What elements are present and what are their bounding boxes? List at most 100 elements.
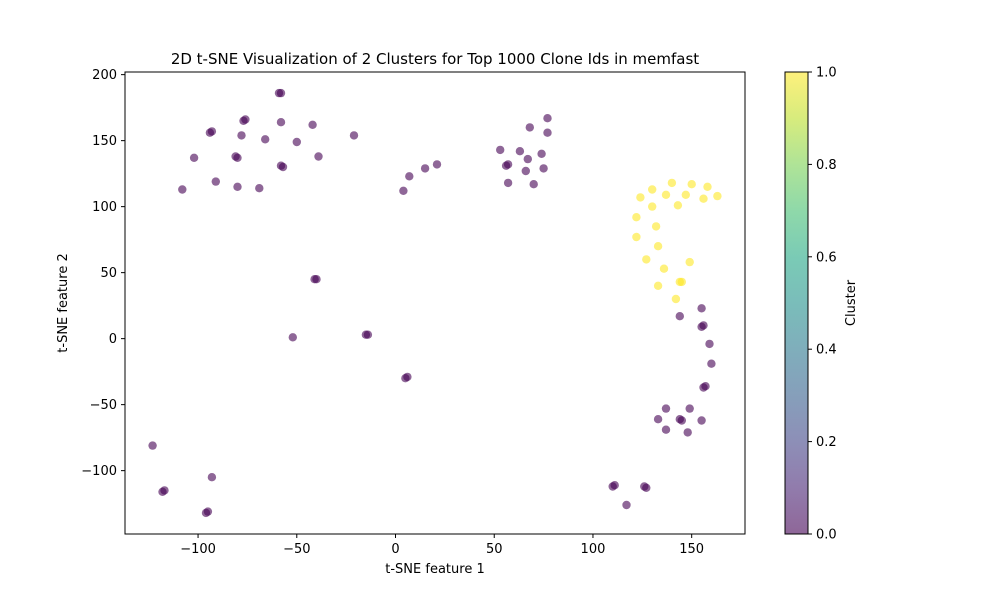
cluster-0-point	[622, 500, 631, 510]
y-tick-label: −100	[81, 464, 117, 479]
cluster-0-point	[205, 128, 215, 137]
y-axis-label: t-SNE feature 2	[56, 253, 71, 352]
cluster-0-point	[432, 160, 442, 169]
cluster-0-point	[405, 172, 414, 181]
cluster-0-point	[178, 185, 187, 194]
cluster-0-point	[661, 425, 671, 434]
x-tick-label: 50	[486, 542, 503, 557]
cluster-0-point	[537, 149, 546, 158]
cluster-0-point	[697, 304, 706, 313]
cluster-0-point	[642, 483, 651, 492]
cluster-1-point	[636, 193, 645, 202]
cluster-0-point	[276, 88, 286, 98]
cluster-0-point	[501, 161, 511, 170]
x-tick-label: −50	[283, 542, 310, 557]
colorbar-axis: 0.0 0.2 0.4 0.6 0.8 1.0	[808, 66, 837, 543]
y-axis: −100 −50 0 50 100 150 200	[81, 68, 125, 479]
cluster-0-point	[239, 116, 248, 126]
cluster-1-point	[653, 242, 663, 251]
colorbar	[784, 71, 809, 535]
cluster-1-point	[632, 213, 641, 222]
cluster-0-point	[685, 404, 694, 413]
cluster-0-point	[661, 404, 671, 413]
cluster-0-point	[292, 137, 301, 147]
cluster-0-point	[707, 359, 716, 368]
cluster-1-point	[648, 202, 657, 211]
cluster-1-point	[632, 232, 641, 242]
cluster-0-point	[349, 131, 359, 140]
cluster-0-point	[610, 481, 619, 490]
chart-title: 2D t-SNE Visualization of 2 Clusters for…	[171, 50, 699, 68]
y-tick-label: 200	[92, 68, 117, 83]
cluster-0-point	[420, 164, 430, 173]
cluster-0-point	[308, 120, 317, 129]
colorbar-tick-label: 0.8	[816, 158, 837, 173]
cluster-1-point	[673, 201, 683, 210]
cluster-0-point	[160, 486, 169, 495]
cluster-0-point	[237, 131, 246, 140]
cluster-1-point	[671, 294, 681, 304]
cluster-0-point	[653, 415, 663, 424]
y-tick-label: 50	[100, 266, 117, 281]
cluster-0-point	[529, 180, 538, 189]
x-axis: −100 −50 0 50 100 150	[180, 534, 704, 557]
cluster-0-point	[503, 178, 513, 188]
cluster-0-point	[543, 128, 552, 137]
cluster-0-point	[399, 186, 408, 195]
cluster-0-point	[312, 275, 321, 284]
cluster-1-point	[713, 191, 722, 201]
cluster-1-point	[642, 255, 651, 264]
cluster-0-point	[677, 416, 686, 425]
cluster-1-point	[699, 194, 708, 203]
cluster-1-point	[651, 222, 661, 231]
cluster-0-point	[697, 416, 706, 425]
cluster-0-point	[288, 333, 297, 342]
cluster-0-point	[261, 135, 270, 144]
x-axis-label: t-SNE feature 1	[385, 562, 484, 577]
cluster-0-point	[521, 166, 530, 176]
cluster-0-point	[278, 162, 288, 172]
cluster-0-point	[148, 441, 157, 450]
cluster-0-point	[201, 508, 211, 518]
cluster-1-point	[681, 190, 690, 199]
cluster-0-point	[515, 147, 525, 156]
x-tick-label: 150	[679, 542, 704, 557]
cluster-0-point	[211, 177, 220, 186]
cluster-1-point	[675, 277, 684, 287]
cluster-0-point	[233, 182, 242, 191]
cluster-0-point	[705, 339, 714, 349]
cluster-0-point	[675, 312, 684, 321]
colorbar-tick-label: 1.0	[816, 66, 837, 81]
cluster-0-point	[363, 330, 373, 339]
cluster-1-point	[685, 257, 694, 267]
cluster-0-point	[683, 428, 692, 437]
cluster-0-point	[233, 153, 242, 162]
cluster-0-point	[403, 372, 412, 382]
colorbar-tick-label: 0.6	[816, 250, 837, 265]
colorbar-tick-label: 0.0	[816, 528, 837, 543]
cluster-1-point	[659, 264, 669, 273]
x-tick-label: 0	[391, 542, 399, 557]
cluster-1-point	[653, 281, 663, 290]
cluster-0-point	[496, 145, 505, 155]
cluster-0-point	[276, 118, 286, 127]
cluster-0-point	[207, 473, 217, 482]
cluster-0-point	[523, 154, 532, 164]
cluster-0-point	[697, 322, 706, 331]
x-tick-label: 100	[581, 542, 606, 557]
cluster-1-point	[648, 185, 657, 194]
cluster-0-point	[543, 114, 552, 123]
cluster-0-point	[699, 383, 708, 392]
scatter-points	[148, 88, 722, 518]
x-tick-label: −100	[180, 542, 216, 557]
y-tick-label: 100	[92, 200, 117, 215]
cluster-0-point	[525, 123, 534, 132]
cluster-0-point	[255, 184, 264, 193]
colorbar-label: Cluster	[844, 279, 859, 326]
cluster-0-point	[539, 164, 548, 173]
colorbar-tick-label: 0.2	[816, 435, 837, 450]
cluster-0-point	[189, 153, 199, 162]
cluster-1-point	[703, 182, 712, 191]
cluster-1-point	[687, 180, 696, 189]
